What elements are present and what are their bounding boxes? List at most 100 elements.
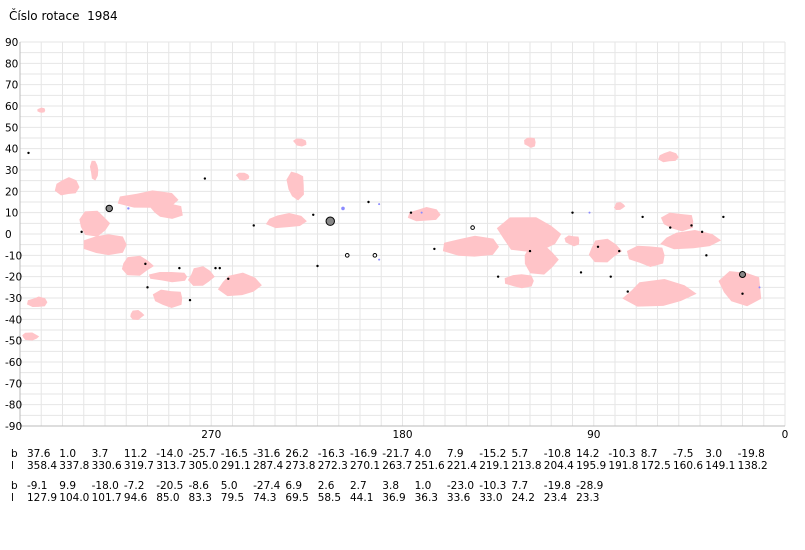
table-cell: 204.4 xyxy=(543,460,574,472)
table-cell: -16.5 xyxy=(220,448,248,460)
sunspot-pore xyxy=(341,206,345,211)
y-tick-label: -50 xyxy=(5,336,22,348)
table-cell: -28.9 xyxy=(576,480,604,492)
sunspot xyxy=(571,211,574,214)
sunspot xyxy=(700,230,704,234)
sunspot-pore xyxy=(758,286,761,289)
y-tick-label: -80 xyxy=(5,400,22,412)
sunspot xyxy=(80,230,83,234)
active-region xyxy=(660,230,722,250)
table-cell: 33.0 xyxy=(479,492,503,504)
active-region xyxy=(265,213,307,229)
table-cell: -10.3 xyxy=(479,480,507,492)
sunspot xyxy=(203,177,207,180)
y-tick-label: -90 xyxy=(5,421,22,433)
table-cell: 79.5 xyxy=(220,492,245,504)
table-cell: 172.5 xyxy=(640,460,671,472)
table-cell: 219.1 xyxy=(479,460,510,472)
table-cell: 7.9 xyxy=(446,448,464,460)
sunspot-ring xyxy=(344,253,350,258)
sunspot xyxy=(433,247,436,251)
table-cell: 330.6 xyxy=(91,460,122,472)
sunspot xyxy=(312,213,315,216)
y-tick-label: 10 xyxy=(5,208,18,220)
active-region xyxy=(152,289,183,308)
sunspot xyxy=(214,266,217,270)
table-cell: -19.8 xyxy=(543,480,571,492)
table-cell: -25.7 xyxy=(188,448,216,460)
active-region xyxy=(626,245,665,267)
table-cell: -10.3 xyxy=(608,448,636,460)
table-cell: 191.8 xyxy=(608,460,639,472)
table-cell: 221.4 xyxy=(446,460,477,472)
table-cell: -7.2 xyxy=(123,480,145,492)
y-tick-label: 30 xyxy=(5,165,18,177)
active-region xyxy=(22,332,40,341)
active-region xyxy=(718,271,762,307)
x-tick-label: 90 xyxy=(587,429,600,441)
sunspot xyxy=(741,292,744,295)
table-cell: 44.1 xyxy=(350,492,374,504)
active-region xyxy=(442,235,499,257)
table-cell: 2.6 xyxy=(317,480,335,492)
sunspot xyxy=(316,264,319,268)
sunspot xyxy=(27,151,30,155)
y-tick-label: 50 xyxy=(5,122,18,134)
table-cell: 2.7 xyxy=(350,480,367,492)
sunspot xyxy=(596,245,600,248)
sunspot xyxy=(722,215,725,219)
sunspot xyxy=(252,224,255,227)
table-cell: -14.0 xyxy=(156,448,184,460)
table-cell: 5.7 xyxy=(511,448,529,460)
table-cell: -21.7 xyxy=(382,448,410,460)
sunspot-pore xyxy=(378,258,381,261)
sunspot xyxy=(409,211,413,214)
table-cell: 160.6 xyxy=(673,460,704,472)
table-cell: 1.0 xyxy=(414,480,432,492)
table-cell: -16.3 xyxy=(317,448,345,460)
sunspot xyxy=(618,249,621,253)
sunspot xyxy=(579,271,583,274)
active-region xyxy=(188,266,215,286)
axes: 90 80 70 60 50 40 30 20 10 0 -10 -20 -30 -40 -50 -60 -70… xyxy=(5,37,788,441)
table-cell: 101.7 xyxy=(91,492,122,504)
active-region xyxy=(588,238,622,263)
table-cell: 104.0 xyxy=(59,492,90,504)
active-region xyxy=(286,171,304,201)
table-row-label: b xyxy=(11,480,18,492)
table-cell: 85.0 xyxy=(156,492,180,504)
table-row-label: b xyxy=(11,448,18,460)
y-tick-label: -30 xyxy=(5,293,22,305)
active-region xyxy=(293,138,307,147)
table-cell: 4.0 xyxy=(414,448,432,460)
sunspot xyxy=(705,254,708,257)
table-cell: 83.3 xyxy=(188,492,212,504)
table-cell: 273.8 xyxy=(285,460,316,472)
table-cell: 26.2 xyxy=(285,448,309,460)
table-cell: 33.6 xyxy=(446,492,471,504)
y-tick-label: 80 xyxy=(5,58,18,70)
active-region xyxy=(524,137,536,148)
table-cell: 138.2 xyxy=(737,460,768,472)
table-cell: 58.5 xyxy=(317,492,342,504)
table-cell: -16.9 xyxy=(350,448,378,460)
table-cell: 127.9 xyxy=(27,492,58,504)
sunspot xyxy=(690,224,693,227)
table-cell: 11.2 xyxy=(123,448,148,460)
y-tick-label: 70 xyxy=(5,80,18,92)
y-tick-label: -40 xyxy=(5,314,22,326)
table-cell: 1.0 xyxy=(59,448,76,460)
sunspot xyxy=(367,200,370,204)
table-cell: -27.4 xyxy=(253,480,281,492)
active-region xyxy=(121,255,154,276)
y-tick-label: -60 xyxy=(5,357,22,369)
table-cell: -7.5 xyxy=(673,448,694,460)
coordinate-table-1: b 37.6 1.0 3.7 11.2 -14.0 -25.7 -16.5 -31.6 26.2-… xyxy=(0,448,805,476)
sunspot xyxy=(669,226,672,229)
table-cell: 23.3 xyxy=(576,492,600,504)
table-cell: 3.7 xyxy=(91,448,109,460)
y-tick-label: 20 xyxy=(5,186,18,198)
y-tick-label: 0 xyxy=(5,229,12,241)
table-row-label: l xyxy=(11,492,14,504)
